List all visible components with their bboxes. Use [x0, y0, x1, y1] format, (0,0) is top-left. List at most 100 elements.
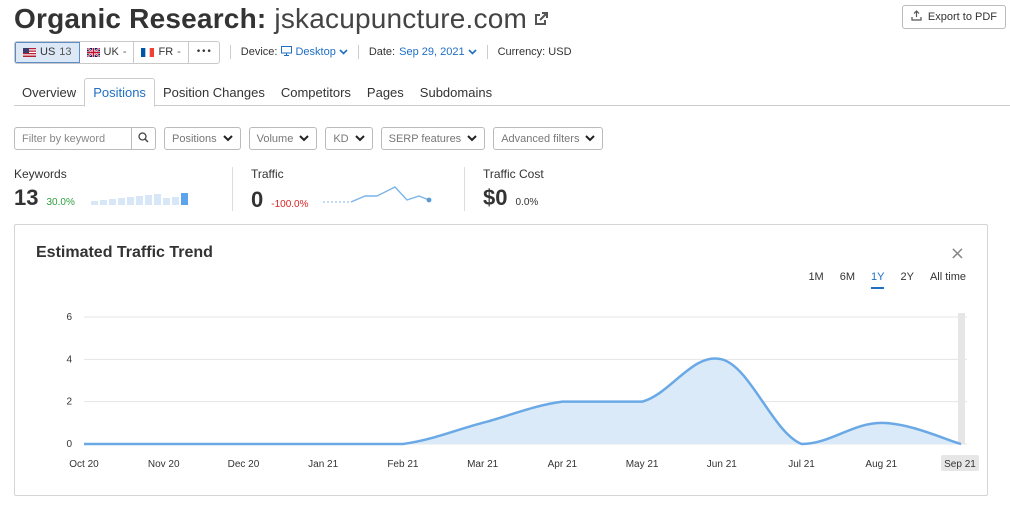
export-to-pdf-button[interactable]: Export to PDF	[901, 5, 1006, 29]
date-value: Sep 29, 2021	[399, 46, 465, 58]
x-tick-label: Mar 21	[467, 459, 499, 470]
chevron-down-icon	[585, 133, 596, 145]
database-selector: US 13 UK - FR - •••	[14, 40, 220, 64]
title-prefix: Organic Research:	[14, 3, 267, 34]
tab-positions[interactable]: Positions	[84, 78, 155, 107]
traffic-line	[84, 357, 962, 446]
filter-bar: Positions Volume KD SERP features Advanc…	[14, 127, 604, 150]
traffic-trend-chart: 0 2 4 6 Oct 20 Nov 20 Dec 20 Jan 21 Feb 21 Mar 21…	[66, 312, 979, 471]
db-uk-button[interactable]: UK -	[80, 41, 135, 63]
range-6m[interactable]: 6M	[839, 271, 855, 283]
mini-bar	[90, 201, 98, 205]
y-tick-label: 6	[66, 312, 72, 323]
db-count: -	[177, 46, 181, 58]
filter-label: Advanced filters	[501, 132, 580, 145]
currency-label: Currency: USD	[497, 46, 572, 58]
db-code: US	[40, 46, 56, 58]
y-tick-label: 2	[66, 397, 72, 408]
tab-bar: Overview Positions Position Changes Comp…	[14, 78, 1010, 107]
range-1m[interactable]: 1M	[808, 271, 824, 283]
traffic-delta: -100.0%	[271, 199, 309, 210]
y-tick-label: 4	[66, 354, 72, 365]
keywords-label: Keywords	[14, 167, 67, 181]
title-domain[interactable]: jskacupuncture.com	[274, 3, 528, 34]
x-tick-label: Jul 21	[788, 459, 815, 470]
mini-bar	[99, 200, 107, 205]
traffic-value: 0	[251, 187, 264, 212]
volume-filter[interactable]: Volume	[248, 127, 318, 150]
chevron-down-icon	[467, 46, 477, 58]
tab-competitors[interactable]: Competitors	[280, 84, 351, 100]
serp-features-filter[interactable]: SERP features	[380, 127, 486, 150]
metrics-summary: Keywords 13 30.0% Traffic 0 -100.0% Traf…	[14, 167, 623, 213]
device-value: Desktop	[295, 46, 336, 58]
page-title: Organic Research: jskacupuncture.com	[14, 0, 549, 38]
date-label: Date:	[368, 46, 396, 58]
mini-bar	[144, 195, 152, 205]
tab-overview[interactable]: Overview	[22, 84, 77, 100]
traffic-sparkline	[322, 186, 431, 203]
traffic-area	[84, 358, 961, 444]
chevron-down-icon	[222, 133, 233, 145]
search-icon	[138, 131, 149, 146]
divider	[357, 45, 359, 59]
filter-label: Volume	[256, 132, 294, 145]
x-tick-label: May 21	[626, 459, 659, 470]
chevron-down-icon	[339, 46, 348, 58]
panel-title: Estimated Traffic Trend	[36, 244, 213, 261]
mini-bar	[171, 197, 179, 205]
range-1y[interactable]: 1Y	[871, 271, 885, 289]
keywords-sparkbars	[90, 191, 188, 205]
x-tick-label: Nov 20	[148, 459, 180, 470]
filter-label: KD	[333, 132, 349, 145]
db-us-button[interactable]: US 13	[15, 41, 80, 63]
traffic-metric[interactable]: Traffic 0 -100.0%	[251, 167, 464, 213]
chevron-down-icon	[354, 133, 365, 145]
fr-flag-icon	[141, 47, 155, 57]
filter-label: SERP features	[388, 132, 462, 145]
mini-bar	[162, 198, 170, 205]
mini-bar	[117, 198, 125, 205]
advanced-filters[interactable]: Advanced filters	[493, 127, 604, 150]
tab-pages[interactable]: Pages	[366, 84, 404, 100]
positions-filter[interactable]: Positions	[164, 127, 241, 150]
db-code: FR	[158, 46, 174, 58]
db-count: -	[122, 46, 127, 58]
range-all-time[interactable]: All time	[929, 271, 966, 283]
traffic-trend-panel: Estimated Traffic Trend × 1M 6M 1Y 2Y Al…	[14, 224, 988, 496]
kd-filter[interactable]: KD	[325, 127, 373, 150]
chevron-down-icon	[299, 133, 310, 145]
tab-position-changes[interactable]: Position Changes	[162, 84, 265, 100]
chevron-down-icon	[467, 133, 477, 145]
x-tick-label: Apr 21	[548, 459, 578, 470]
divider	[232, 167, 233, 211]
x-tick-label: Dec 20	[228, 459, 260, 470]
divider	[229, 45, 231, 59]
keywords-metric[interactable]: Keywords 13 30.0%	[14, 167, 232, 213]
traffic-cost-metric[interactable]: Traffic Cost $0 0.0%	[483, 167, 623, 213]
close-icon[interactable]: ×	[949, 243, 965, 264]
external-link-icon[interactable]	[533, 11, 549, 32]
x-tick-label: Jan 21	[308, 459, 338, 470]
traffic-cost-value: $0	[483, 185, 508, 210]
db-fr-button[interactable]: FR -	[134, 41, 189, 63]
x-tick-label: Feb 21	[387, 459, 419, 470]
search-input[interactable]	[14, 127, 132, 150]
database-row: US 13 UK - FR - ••• Device: Desktop Da	[14, 40, 572, 64]
more-icon: •••	[195, 47, 212, 57]
more-databases-button[interactable]: •••	[189, 42, 219, 63]
divider	[464, 167, 465, 211]
upload-icon	[911, 10, 922, 24]
export-label: Export to PDF	[927, 11, 997, 23]
device-dropdown[interactable]: Desktop	[281, 45, 348, 59]
range-2y[interactable]: 2Y	[900, 271, 914, 283]
search-button[interactable]	[132, 127, 156, 150]
mini-bar	[180, 193, 188, 205]
x-tick-label: Jun 21	[707, 459, 737, 470]
mini-bar	[153, 194, 161, 205]
traffic-cost-delta: 0.0%	[515, 197, 539, 208]
range-selector: 1M 6M 1Y 2Y All time	[808, 271, 966, 289]
keywords-value: 13	[14, 185, 39, 210]
date-dropdown[interactable]: Sep 29, 2021	[399, 46, 477, 58]
tab-subdomains[interactable]: Subdomains	[419, 84, 493, 100]
